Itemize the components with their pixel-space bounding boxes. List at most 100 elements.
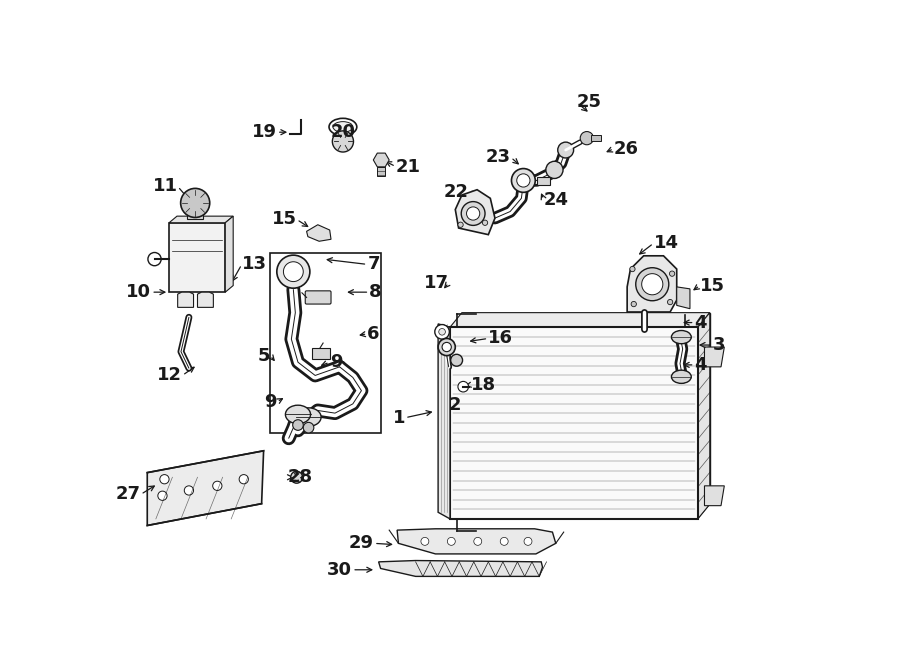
Bar xyxy=(377,167,385,176)
Ellipse shape xyxy=(333,122,353,132)
Circle shape xyxy=(451,354,463,366)
Polygon shape xyxy=(225,216,233,292)
Circle shape xyxy=(466,207,480,220)
Polygon shape xyxy=(374,153,389,167)
Polygon shape xyxy=(450,313,710,327)
Circle shape xyxy=(511,169,536,192)
Text: 8: 8 xyxy=(369,283,382,301)
Text: 12: 12 xyxy=(158,366,183,385)
Circle shape xyxy=(482,220,488,225)
Text: 3: 3 xyxy=(713,336,725,354)
Circle shape xyxy=(442,342,451,352)
Polygon shape xyxy=(177,292,194,307)
Ellipse shape xyxy=(329,118,356,136)
Polygon shape xyxy=(450,327,698,519)
Polygon shape xyxy=(307,225,331,241)
Text: 16: 16 xyxy=(489,329,513,348)
Text: 13: 13 xyxy=(242,255,266,274)
Text: 11: 11 xyxy=(153,177,177,196)
Ellipse shape xyxy=(296,408,321,426)
Circle shape xyxy=(239,475,248,484)
Bar xyxy=(270,253,382,433)
Circle shape xyxy=(500,537,508,545)
Text: 14: 14 xyxy=(653,234,679,253)
Text: 4: 4 xyxy=(695,313,707,332)
Circle shape xyxy=(421,537,428,545)
Circle shape xyxy=(558,142,573,158)
Polygon shape xyxy=(705,486,725,506)
Circle shape xyxy=(438,338,455,356)
Text: 15: 15 xyxy=(272,210,297,229)
Circle shape xyxy=(158,491,167,500)
Text: 24: 24 xyxy=(544,190,569,209)
Circle shape xyxy=(461,202,485,225)
Polygon shape xyxy=(698,313,710,519)
Text: 6: 6 xyxy=(367,325,380,343)
Polygon shape xyxy=(455,190,495,235)
Text: 23: 23 xyxy=(486,148,511,167)
Bar xyxy=(536,177,550,185)
Circle shape xyxy=(160,475,169,484)
Circle shape xyxy=(148,253,161,266)
Circle shape xyxy=(458,381,469,392)
Text: 26: 26 xyxy=(614,139,639,158)
Text: 9: 9 xyxy=(265,393,277,411)
FancyBboxPatch shape xyxy=(305,291,331,304)
Bar xyxy=(590,135,600,141)
Polygon shape xyxy=(169,223,225,292)
Text: 17: 17 xyxy=(424,274,449,292)
Text: 22: 22 xyxy=(444,182,469,201)
Ellipse shape xyxy=(671,330,691,344)
Text: 10: 10 xyxy=(126,283,151,301)
Text: 25: 25 xyxy=(577,93,602,112)
Ellipse shape xyxy=(671,370,691,383)
Circle shape xyxy=(447,537,455,545)
Text: 18: 18 xyxy=(472,375,496,394)
Text: 4: 4 xyxy=(695,356,707,374)
Bar xyxy=(312,348,330,359)
Circle shape xyxy=(473,537,482,545)
Circle shape xyxy=(524,537,532,545)
Circle shape xyxy=(435,325,449,339)
Text: 7: 7 xyxy=(367,255,380,274)
Circle shape xyxy=(212,481,222,490)
Circle shape xyxy=(291,471,302,483)
Text: 20: 20 xyxy=(331,123,356,141)
Polygon shape xyxy=(677,287,690,309)
Text: 21: 21 xyxy=(396,157,421,176)
Circle shape xyxy=(630,266,635,272)
Text: 2: 2 xyxy=(449,395,461,414)
Text: 27: 27 xyxy=(116,485,140,504)
Text: 5: 5 xyxy=(257,346,270,365)
Polygon shape xyxy=(462,313,710,504)
Circle shape xyxy=(292,420,303,430)
Text: 30: 30 xyxy=(328,561,352,579)
Polygon shape xyxy=(148,451,264,525)
Circle shape xyxy=(332,131,354,152)
Circle shape xyxy=(303,422,314,433)
Polygon shape xyxy=(705,347,725,367)
Circle shape xyxy=(635,268,669,301)
Text: 1: 1 xyxy=(392,408,405,427)
Circle shape xyxy=(545,161,563,178)
Circle shape xyxy=(184,486,194,495)
Text: 9: 9 xyxy=(329,353,342,371)
Polygon shape xyxy=(438,324,450,519)
Circle shape xyxy=(277,255,310,288)
Circle shape xyxy=(284,262,303,282)
Circle shape xyxy=(439,329,446,335)
Text: 19: 19 xyxy=(252,123,277,141)
Polygon shape xyxy=(627,256,677,312)
Ellipse shape xyxy=(285,405,310,424)
Bar xyxy=(187,212,203,219)
Circle shape xyxy=(642,274,662,295)
Circle shape xyxy=(670,271,675,276)
Text: 28: 28 xyxy=(288,468,313,486)
Circle shape xyxy=(580,132,593,145)
Circle shape xyxy=(517,174,530,187)
Circle shape xyxy=(668,299,673,305)
Circle shape xyxy=(458,222,464,227)
Circle shape xyxy=(631,301,636,307)
Polygon shape xyxy=(169,216,233,223)
Circle shape xyxy=(181,188,210,217)
